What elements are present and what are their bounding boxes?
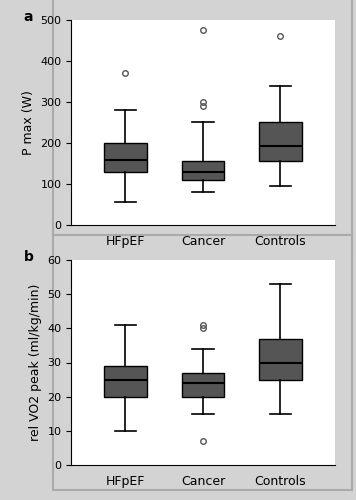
- Text: a: a: [24, 10, 33, 24]
- Y-axis label: P max (W): P max (W): [22, 90, 35, 155]
- PathPatch shape: [259, 338, 302, 380]
- PathPatch shape: [182, 373, 224, 396]
- Text: b: b: [24, 250, 34, 264]
- Y-axis label: rel VO2 peak (ml/kg/min): rel VO2 peak (ml/kg/min): [29, 284, 42, 441]
- PathPatch shape: [259, 122, 302, 162]
- PathPatch shape: [104, 143, 147, 172]
- PathPatch shape: [182, 162, 224, 180]
- PathPatch shape: [104, 366, 147, 396]
